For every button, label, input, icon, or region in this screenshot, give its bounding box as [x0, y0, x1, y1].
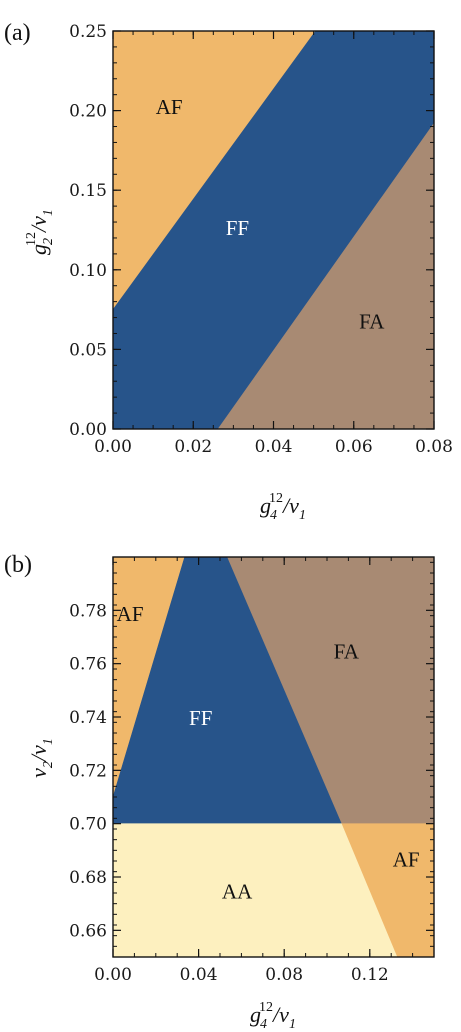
- panel-b-regions: AF FF FA AA AF: [112, 556, 435, 958]
- y-tick-label: 0.66: [69, 921, 107, 941]
- panel-a-y-axis-label: g212/v1: [24, 209, 56, 255]
- region-label-af-0: AF: [117, 602, 144, 626]
- y-tick-label: 0.76: [69, 655, 107, 675]
- x-tick-label: 0.04: [180, 965, 218, 985]
- y-tick-label: 0.15: [69, 181, 107, 201]
- region-label-aa-3: AA: [222, 879, 253, 903]
- y-tick-label: 0.68: [69, 868, 107, 888]
- x-tick-label: 0.08: [265, 965, 303, 985]
- y-tick-label: 0.72: [69, 761, 107, 781]
- region-label-ff-1: FF: [226, 216, 249, 240]
- x-tick-label: 0.00: [94, 437, 132, 457]
- x-tick-label: 0.08: [415, 437, 453, 457]
- y-tick-label: 0.00: [69, 420, 107, 440]
- panel-b-label: (b): [4, 552, 32, 578]
- panel-a-x-axis-label: g412/v1: [260, 491, 306, 523]
- panel-b-frame: [112, 556, 435, 958]
- y-tick-label: 0.05: [69, 340, 107, 360]
- x-tick-label: 0.00: [94, 965, 132, 985]
- x-tick-label: 0.12: [351, 965, 389, 985]
- y-tick-label: 0.10: [69, 261, 107, 281]
- region-label-fa-2: FA: [359, 310, 385, 334]
- x-tick-label: 0.04: [255, 437, 293, 457]
- x-tick-label: 0.06: [335, 437, 373, 457]
- panel-a-label: (a): [4, 20, 31, 46]
- y-tick-label: 0.78: [69, 601, 107, 621]
- panel-b: (b) AF FF FA AA AF 0.00 0.04 0.08 0.12 0.66 0.68 0…: [4, 552, 435, 1032]
- y-tick-label: 0.70: [69, 815, 107, 835]
- panel-a-ticks: 0.00 0.02 0.04 0.06 0.08 0.00 0.05 0.10 0.15 0.20…: [69, 22, 453, 457]
- region-label-af-4: AF: [393, 847, 420, 871]
- region-label-ff-1: FF: [189, 706, 212, 730]
- x-tick-label: 0.02: [174, 437, 212, 457]
- y-tick-label: 0.20: [69, 102, 107, 122]
- panel-b-x-axis-label: g412/v1: [250, 1000, 296, 1032]
- region-label-fa-2: FA: [334, 639, 360, 663]
- y-tick-label: 0.25: [69, 22, 107, 42]
- panel-a-regions: AF FF FA: [112, 30, 435, 430]
- y-tick-label: 0.74: [69, 708, 107, 728]
- region-label-af-0: AF: [156, 95, 183, 119]
- panel-a-frame: [112, 30, 435, 430]
- panel-b-y-axis-label: v2/v1: [26, 738, 56, 778]
